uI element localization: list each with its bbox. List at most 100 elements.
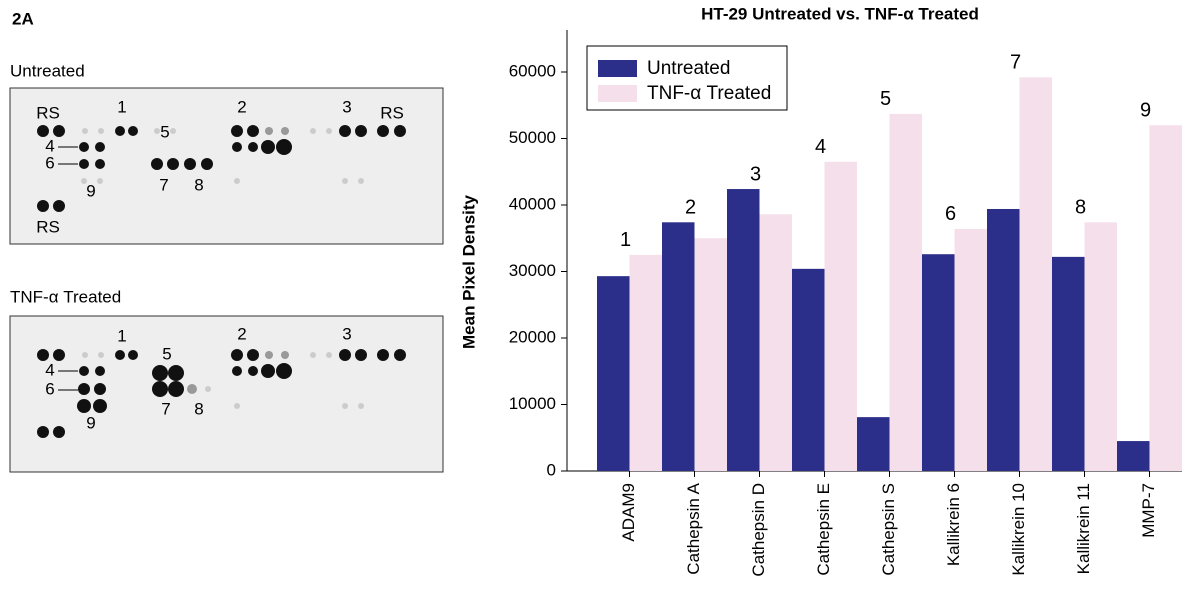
bar-annotation: 4 bbox=[815, 136, 826, 158]
bar-annotation: 5 bbox=[880, 88, 891, 110]
legend-label: TNF-α Treated bbox=[647, 83, 771, 104]
blot-spot bbox=[128, 350, 138, 360]
legend-swatch bbox=[598, 85, 637, 102]
blot-spot bbox=[231, 125, 243, 137]
blot-spot bbox=[93, 399, 107, 413]
y-tick-label: 50000 bbox=[509, 128, 556, 147]
blot-spot bbox=[339, 125, 351, 137]
blot-spot bbox=[247, 125, 259, 137]
blot-spot bbox=[78, 383, 90, 395]
blot-spot bbox=[184, 158, 196, 170]
blot-spot bbox=[97, 178, 103, 184]
blot-label: 1 bbox=[117, 326, 126, 345]
blot-spot bbox=[37, 426, 49, 438]
blot-label: 6 bbox=[45, 153, 54, 172]
blot-spot bbox=[79, 142, 89, 152]
blot-spot bbox=[281, 127, 289, 135]
bar bbox=[759, 214, 792, 471]
blot-spot bbox=[247, 349, 259, 361]
blot-label: RS bbox=[36, 217, 60, 236]
blot-spot bbox=[95, 366, 105, 376]
y-tick-label: 60000 bbox=[509, 61, 556, 80]
blot-spot bbox=[394, 125, 406, 137]
bar bbox=[629, 254, 662, 471]
blot-label: 5 bbox=[160, 122, 169, 141]
blot-spot bbox=[355, 349, 367, 361]
blot-spot bbox=[53, 426, 65, 438]
blot-spot bbox=[326, 128, 332, 134]
blot-label: 2 bbox=[237, 97, 246, 116]
blot-spot bbox=[168, 381, 184, 397]
x-tick-label: Cathepsin S bbox=[879, 483, 898, 576]
blot-spot bbox=[53, 125, 65, 137]
blot-spot bbox=[261, 140, 275, 154]
blot-spot bbox=[154, 128, 160, 134]
blot-spot bbox=[326, 352, 332, 358]
blot-spot bbox=[53, 349, 65, 361]
blot-spot bbox=[98, 128, 104, 134]
bar bbox=[889, 113, 922, 472]
blot-spot bbox=[205, 386, 211, 392]
blot-spot bbox=[358, 403, 364, 409]
chart-title: HT-29 Untreated vs. TNF-α Treated bbox=[701, 4, 979, 23]
y-tick-label: 30000 bbox=[509, 261, 556, 280]
blot-spot bbox=[167, 158, 179, 170]
blot-spot bbox=[276, 139, 292, 155]
blot-spot bbox=[37, 200, 49, 212]
figure-label: 2A bbox=[12, 9, 34, 28]
blot-spot bbox=[151, 158, 163, 170]
bar bbox=[597, 276, 630, 471]
blot-label: 7 bbox=[159, 175, 168, 194]
blot-label: 6 bbox=[45, 379, 54, 398]
blot-spot bbox=[310, 128, 316, 134]
blot-spot bbox=[265, 127, 273, 135]
blot-spot bbox=[37, 125, 49, 137]
y-axis-label: Mean Pixel Density bbox=[459, 194, 478, 349]
y-tick-label: 0 bbox=[547, 460, 556, 479]
blot-label: 9 bbox=[86, 413, 95, 432]
blot-spot bbox=[358, 178, 364, 184]
bar-annotation: 6 bbox=[945, 203, 956, 225]
bar bbox=[1052, 256, 1085, 471]
x-tick-label: Kallikrein 10 bbox=[1009, 483, 1028, 576]
blot-spot bbox=[377, 125, 389, 137]
blot-spot bbox=[355, 125, 367, 137]
blot-frame bbox=[9, 315, 444, 473]
x-tick-label: Kallikrein 6 bbox=[944, 483, 963, 566]
blot-spot bbox=[152, 381, 168, 397]
y-tick-label: 20000 bbox=[509, 327, 556, 346]
blot-spot bbox=[187, 384, 197, 394]
blot-spot bbox=[377, 349, 389, 361]
blot-label: 3 bbox=[342, 324, 351, 343]
blot-label: 7 bbox=[161, 399, 170, 418]
bar bbox=[1019, 77, 1052, 471]
blot-spot bbox=[231, 349, 243, 361]
bar bbox=[792, 268, 825, 471]
x-tick-label: Kallikrein 11 bbox=[1074, 483, 1093, 574]
blot-spot bbox=[248, 366, 258, 376]
blot-spot bbox=[81, 178, 87, 184]
bar bbox=[824, 161, 857, 471]
blot-label: 3 bbox=[342, 97, 351, 116]
blot-spot bbox=[281, 351, 289, 359]
blot-spot bbox=[234, 403, 240, 409]
blot-spot bbox=[128, 126, 138, 136]
bar-annotation: 2 bbox=[685, 197, 696, 219]
blot-title: TNF-α Treated bbox=[10, 287, 121, 306]
blot-spot bbox=[115, 350, 125, 360]
blot-spot bbox=[37, 349, 49, 361]
blot-spot bbox=[234, 178, 240, 184]
bar bbox=[987, 208, 1020, 472]
blot-spot bbox=[201, 158, 213, 170]
blot-spot bbox=[79, 159, 89, 169]
bar-annotation: 8 bbox=[1075, 197, 1086, 219]
bar bbox=[1084, 222, 1117, 471]
x-tick-label: ADAM9 bbox=[619, 483, 638, 542]
blot-spot bbox=[265, 351, 273, 359]
blot-spot bbox=[342, 178, 348, 184]
legend-swatch bbox=[598, 60, 637, 77]
blot-spot bbox=[310, 352, 316, 358]
x-tick-label: MMP-7 bbox=[1139, 483, 1158, 538]
